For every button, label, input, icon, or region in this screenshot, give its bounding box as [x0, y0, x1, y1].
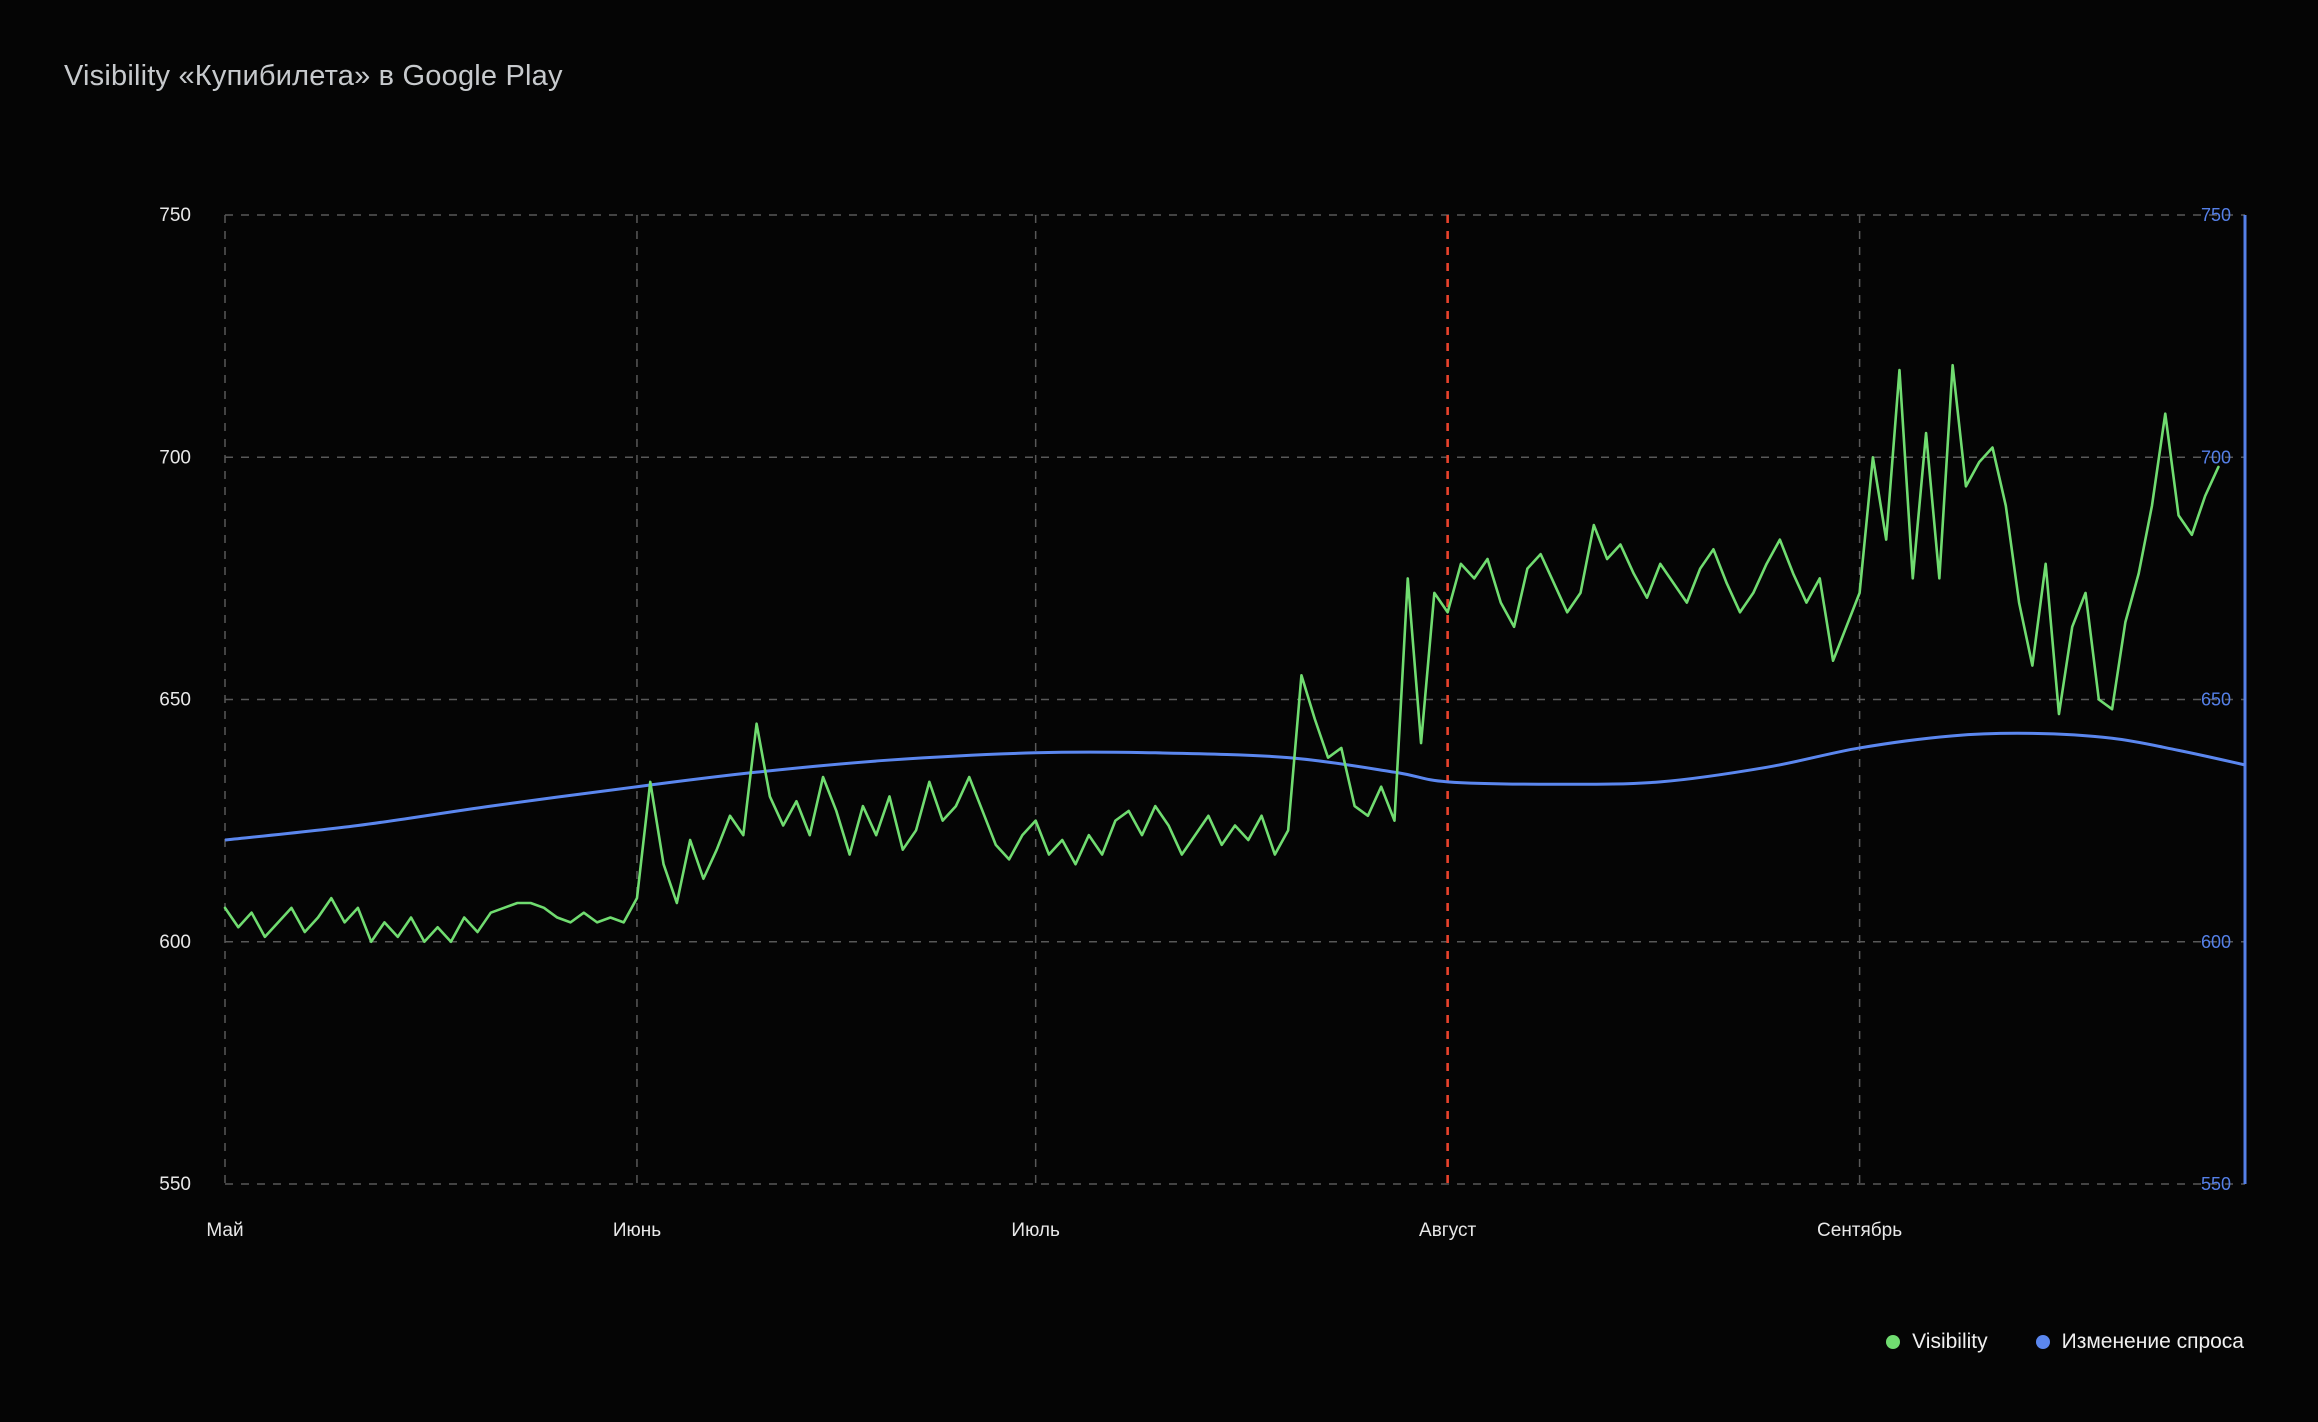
y-axis-label-left: 750	[159, 205, 191, 226]
visibility-legend-dot	[1886, 1335, 1901, 1349]
x-axis-month-label: Сентябрь	[1817, 1220, 1902, 1241]
y-axis-label-right: 700	[2201, 447, 2231, 467]
demand-legend-dot	[2035, 1335, 2050, 1349]
x-axis-month-label: Август	[1419, 1220, 1476, 1241]
x-axis-month-label: Июнь	[613, 1220, 661, 1241]
chart-title: Visibility «Купибилета» в Google Play	[64, 60, 563, 92]
demand-legend-label: Изменение спроса	[2061, 1330, 2244, 1353]
legend-item-visibility[interactable]: Visibility	[1886, 1330, 1988, 1354]
y-axis-label-right: 750	[2201, 205, 2231, 225]
x-axis-month-label: Май	[206, 1220, 243, 1241]
visibility-line	[223, 363, 2220, 944]
y-axis-label-right: 550	[2201, 1174, 2231, 1194]
legend-item-demand[interactable]: Изменение спроса	[2035, 1330, 2244, 1354]
visibility-legend-label: Visibility	[1912, 1330, 1988, 1353]
y-axis-label-right: 600	[2201, 932, 2231, 952]
y-axis-label-left: 650	[159, 690, 191, 711]
y-axis-label-right: 650	[2201, 690, 2231, 710]
y-axis-label-left: 600	[159, 932, 191, 953]
legend: Visibility Изменение спроса	[1886, 1330, 2244, 1354]
y-axis-label-left: 700	[159, 447, 191, 468]
demand-line	[224, 731, 2246, 842]
y-axis-label-left: 550	[159, 1174, 191, 1195]
x-axis-month-label: Июль	[1011, 1220, 1060, 1241]
